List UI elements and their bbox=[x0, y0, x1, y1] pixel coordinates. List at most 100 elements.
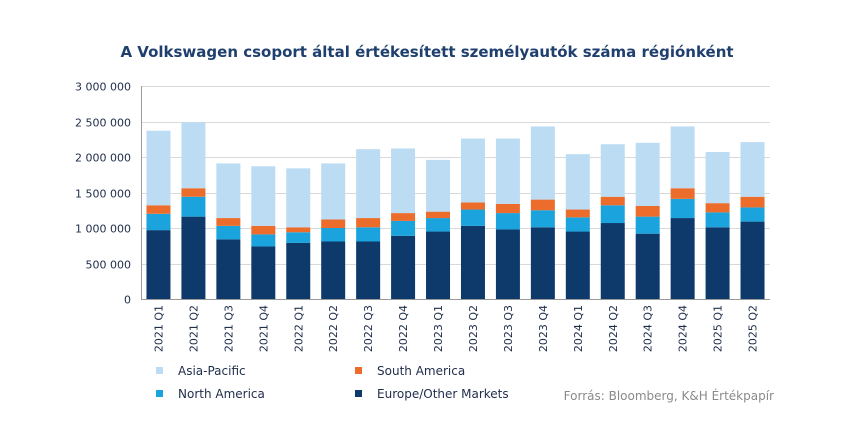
bar-south-america bbox=[705, 203, 730, 213]
bar-europe-other-markets bbox=[635, 233, 660, 299]
y-tick-label: 2 500 000 bbox=[75, 117, 131, 130]
bar-europe-other-markets bbox=[705, 227, 730, 299]
bar-europe-other-markets bbox=[216, 239, 241, 299]
x-tick-label: 2024 Q3 bbox=[642, 305, 655, 352]
bars bbox=[146, 122, 765, 299]
bar-asia-pacific bbox=[460, 138, 485, 203]
bar-asia-pacific bbox=[286, 168, 311, 228]
bar-europe-other-markets bbox=[391, 235, 416, 299]
bar-asia-pacific bbox=[181, 122, 206, 189]
bar-north-america bbox=[286, 232, 311, 243]
x-tick-label: 2022 Q2 bbox=[327, 305, 340, 352]
x-tick-label: 2025 Q1 bbox=[712, 305, 725, 352]
x-axis: 2021 Q1 2021 Q2 2021 Q3 2021 Q4 2022 Q1 2022 … bbox=[141, 299, 770, 352]
bar-asia-pacific bbox=[495, 138, 520, 204]
bar-asia-pacific bbox=[391, 148, 416, 214]
bar-asia-pacific bbox=[356, 149, 381, 219]
chart-title: A Volkswagen csoport által értékesített … bbox=[120, 43, 733, 61]
y-tick-label: 2 000 000 bbox=[75, 152, 131, 165]
bar-asia-pacific bbox=[146, 130, 171, 206]
x-tick-label: 2023 Q4 bbox=[537, 305, 550, 352]
bar-europe-other-markets bbox=[146, 230, 171, 299]
x-tick-label: 2023 Q2 bbox=[467, 305, 480, 352]
bar-europe-other-markets bbox=[530, 227, 555, 299]
bar-europe-other-markets bbox=[286, 242, 311, 299]
bar-south-america bbox=[251, 225, 276, 235]
x-tick-label: 2025 Q2 bbox=[747, 305, 760, 352]
source-note: Forrás: Bloomberg, K&H Értékpapír bbox=[564, 388, 774, 403]
bar-north-america bbox=[740, 207, 765, 222]
bar-asia-pacific bbox=[321, 163, 346, 220]
bar-asia-pacific bbox=[740, 142, 765, 197]
y-tick-label: 1 500 000 bbox=[75, 188, 131, 201]
bar-europe-other-markets bbox=[321, 241, 346, 299]
y-axis: 0 500 000 1 000 000 1 500 000 2 000 000 2 500… bbox=[75, 81, 142, 307]
x-tick-label: 2021 Q3 bbox=[222, 305, 235, 352]
bar-europe-other-markets bbox=[600, 223, 625, 299]
x-tick-label: 2023 Q1 bbox=[432, 305, 445, 352]
legend-swatch-asia-pacific bbox=[156, 367, 163, 374]
bar-europe-other-markets bbox=[460, 225, 485, 299]
bar-asia-pacific bbox=[635, 142, 660, 206]
bar-europe-other-markets bbox=[565, 231, 590, 299]
x-tick-label: 2022 Q1 bbox=[292, 305, 305, 352]
bar-north-america bbox=[565, 217, 590, 232]
bar-south-america bbox=[460, 202, 485, 210]
bar-north-america bbox=[460, 209, 485, 226]
bar-south-america bbox=[635, 205, 660, 217]
bar-south-america bbox=[146, 205, 171, 214]
bar-europe-other-markets bbox=[670, 218, 695, 299]
x-tick-label: 2021 Q2 bbox=[187, 305, 200, 352]
bar-north-america bbox=[321, 228, 346, 242]
bar-europe-other-markets bbox=[426, 231, 451, 299]
bar-north-america bbox=[216, 225, 241, 240]
bar-south-america bbox=[740, 196, 765, 208]
bar-south-america bbox=[321, 219, 346, 228]
x-tick-label: 2024 Q2 bbox=[607, 305, 620, 352]
bar-south-america bbox=[600, 196, 625, 206]
bar-north-america bbox=[426, 218, 451, 232]
bar-asia-pacific bbox=[600, 144, 625, 197]
bar-north-america bbox=[391, 220, 416, 236]
bar-north-america bbox=[670, 198, 695, 219]
legend-swatch-europe-other-markets bbox=[355, 390, 362, 397]
bar-south-america bbox=[670, 188, 695, 199]
bar-north-america bbox=[146, 213, 171, 231]
bar-south-america bbox=[181, 188, 206, 197]
x-tick-label: 2021 Q1 bbox=[152, 305, 165, 352]
bar-south-america bbox=[495, 203, 520, 214]
y-tick-label: 0 bbox=[124, 294, 131, 307]
bar-asia-pacific bbox=[670, 126, 695, 189]
y-tick-label: 3 000 000 bbox=[75, 81, 131, 94]
bar-europe-other-markets bbox=[740, 221, 765, 299]
legend-label-south-america: South America bbox=[377, 364, 465, 378]
legend-label-europe-other-markets: Europe/Other Markets bbox=[377, 387, 509, 401]
bar-asia-pacific bbox=[216, 163, 241, 219]
legend: Asia-Pacific South America North America Eu… bbox=[156, 364, 509, 401]
legend-label-asia-pacific: Asia-Pacific bbox=[178, 364, 246, 378]
bar-south-america bbox=[216, 218, 241, 226]
y-tick-label: 500 000 bbox=[86, 259, 132, 272]
gridlines bbox=[141, 86, 770, 265]
bar-south-america bbox=[426, 211, 451, 219]
legend-swatch-north-america bbox=[156, 390, 163, 397]
legend-label-north-america: North America bbox=[178, 387, 265, 401]
bar-south-america bbox=[286, 227, 311, 233]
bar-asia-pacific bbox=[251, 166, 276, 226]
x-tick-label: 2024 Q4 bbox=[677, 305, 690, 352]
bar-north-america bbox=[530, 210, 555, 228]
legend-swatch-south-america bbox=[355, 367, 362, 374]
x-tick-label: 2021 Q4 bbox=[257, 305, 270, 352]
bar-north-america bbox=[181, 196, 206, 217]
bar-north-america bbox=[251, 234, 276, 247]
bar-europe-other-markets bbox=[181, 216, 206, 299]
bar-south-america bbox=[530, 199, 555, 211]
y-tick-label: 1 000 000 bbox=[75, 223, 131, 236]
bar-north-america bbox=[635, 216, 660, 234]
bar-north-america bbox=[600, 205, 625, 224]
bar-europe-other-markets bbox=[356, 241, 381, 299]
bar-asia-pacific bbox=[426, 159, 451, 212]
x-tick-label: 2024 Q1 bbox=[572, 305, 585, 352]
bar-europe-other-markets bbox=[495, 229, 520, 299]
